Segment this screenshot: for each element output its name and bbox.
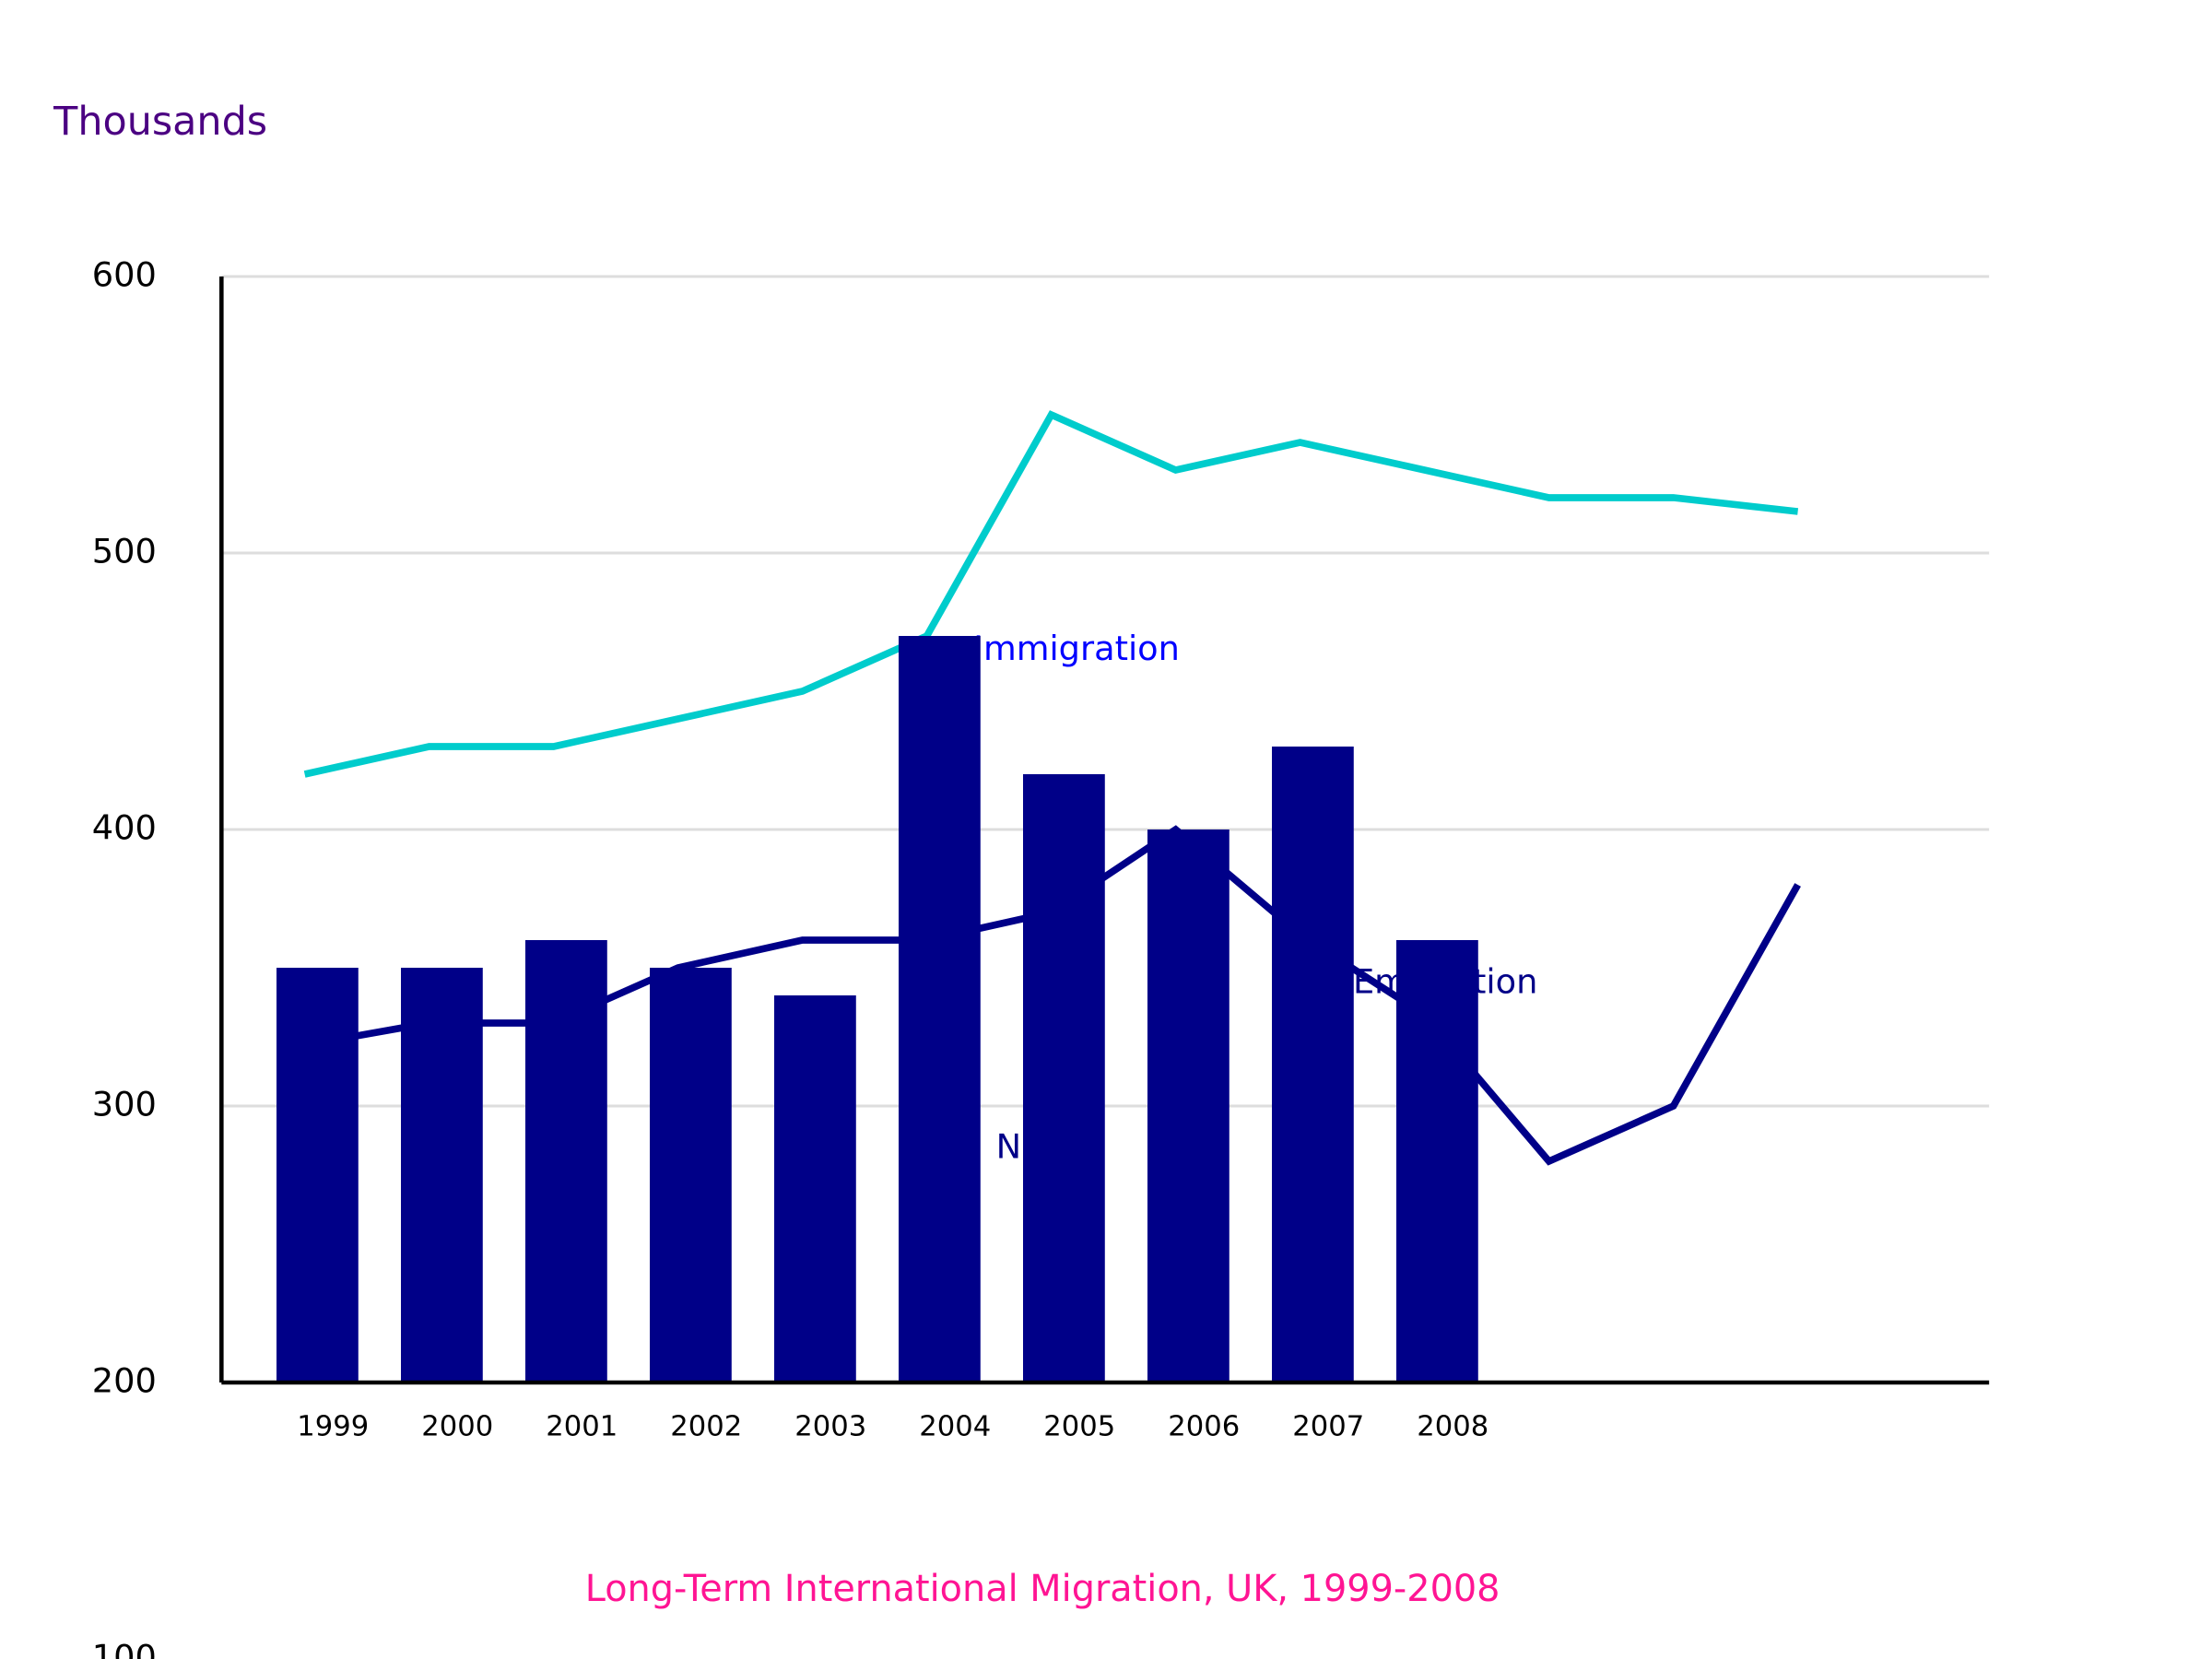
line-series [303,410,1799,778]
x-tick-label: 2007 [1292,1410,1364,1442]
y-tick-label: 500 [92,532,157,571]
bar [1396,940,1478,1382]
y-tick-label: 600 [92,255,157,295]
x-tick-label: 2008 [1417,1410,1488,1442]
axes: 1999 2000 2001 2002 2003 2004 2005 2006 2007 2008 [219,276,1990,1442]
bar [1023,774,1105,1382]
bar [774,995,856,1382]
x-tick-label: 2000 [421,1410,493,1442]
bar [401,968,483,1382]
y-tick-label: 400 [92,808,157,848]
x-tick-label: 2006 [1168,1410,1240,1442]
bar [899,636,981,1382]
y-tick-label: 300 [92,1085,157,1124]
y-tick-label: 100 [92,1638,157,1659]
chart-title: Long-Term International Migration, UK, 1… [585,1568,1500,1610]
bars [276,636,1478,1382]
grid: 100 200 300 400 500 600 [92,255,1990,1659]
y-axis-title: Thousands [53,99,267,145]
bar [1272,747,1354,1382]
series-label: Immigration [973,629,1180,668]
x-tick-label: 2002 [670,1410,742,1442]
x-tick-label: 2004 [919,1410,991,1442]
bar [1147,830,1230,1382]
bar [650,968,732,1382]
x-tick-label: 2003 [794,1410,866,1442]
x-tick-label: 2001 [546,1410,618,1442]
x-tick-label: 2005 [1043,1410,1115,1442]
x-tick-label: 1999 [297,1410,369,1442]
bar [525,940,607,1382]
bar [276,968,359,1382]
y-tick-label: 200 [92,1361,157,1401]
